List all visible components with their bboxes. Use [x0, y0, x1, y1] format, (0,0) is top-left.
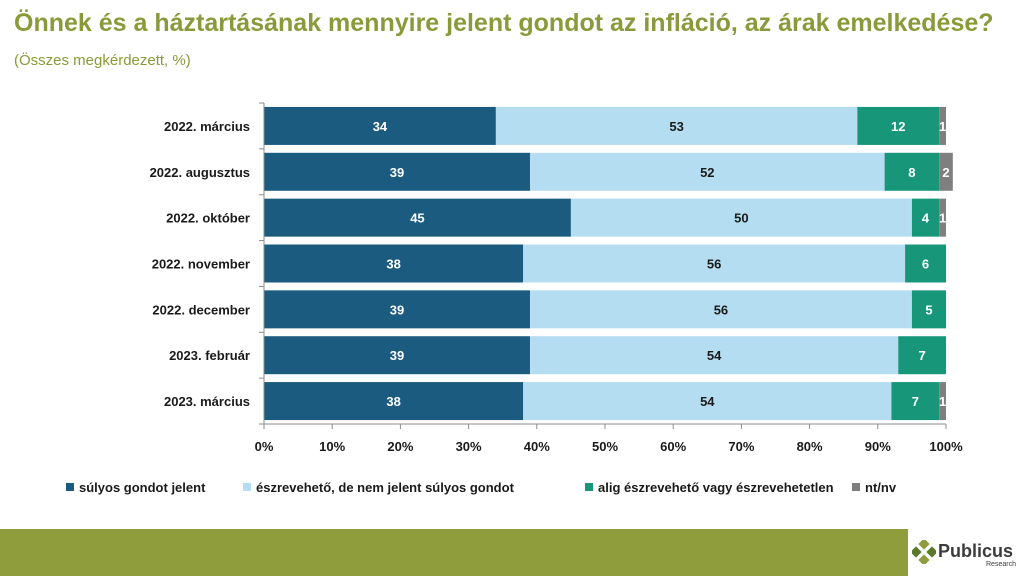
data-label: 52: [700, 165, 714, 180]
legend-label: észrevehető, de nem jelent súlyos gondot: [256, 480, 515, 495]
bar-segment: [529, 336, 899, 375]
data-label: 56: [707, 257, 721, 272]
bar-segment: [264, 382, 524, 421]
bar-segment: [570, 198, 912, 237]
data-label: 4: [922, 211, 930, 226]
logo-name: Publicus: [938, 541, 1014, 561]
data-label: 56: [714, 302, 728, 317]
publicus-logo: Publicus Research: [908, 529, 1024, 576]
data-label: 39: [390, 302, 404, 317]
x-tick-label: 20%: [387, 439, 413, 454]
legend-swatch: [852, 483, 860, 491]
data-label: 2: [942, 165, 949, 180]
x-tick-label: 80%: [797, 439, 823, 454]
x-tick-label: 90%: [865, 439, 891, 454]
logo-subtitle: Research: [986, 561, 1016, 568]
data-label: 8: [908, 165, 915, 180]
chart-title: Önnek és a háztartásának mennyire jelent…: [14, 6, 1014, 78]
data-label: 38: [386, 257, 400, 272]
legend-swatch: [585, 483, 593, 491]
bar-segment: [898, 336, 946, 375]
bar-segment: [939, 382, 946, 421]
bar-segment: [891, 382, 940, 421]
bar-segment: [264, 336, 530, 375]
bar-segment: [905, 244, 946, 283]
category-label: 2022. október: [166, 211, 250, 226]
bar-segment: [857, 106, 940, 145]
logo-diamond-icon: [912, 540, 936, 564]
data-label: 12: [891, 119, 905, 134]
data-label: 53: [669, 119, 683, 134]
bar-segment: [264, 106, 496, 145]
data-label: 7: [919, 348, 926, 363]
bar-segment: [911, 290, 946, 329]
x-tick-label: 70%: [728, 439, 754, 454]
data-label: 1: [939, 211, 946, 226]
legend-label: súlyos gondot jelent: [79, 480, 206, 495]
data-label: 1: [939, 119, 946, 134]
x-tick-label: 60%: [660, 439, 686, 454]
bar-segment: [939, 106, 946, 145]
data-label: 39: [390, 348, 404, 363]
bar-segment: [523, 382, 892, 421]
bar-segment: [264, 198, 571, 237]
title-main: Önnek és a háztartásának mennyire jelent…: [14, 9, 994, 37]
bar-segment: [939, 152, 953, 191]
data-label: 38: [386, 394, 400, 409]
footer-band: [0, 529, 1024, 576]
category-label: 2022. december: [152, 302, 250, 317]
bar-segment: [495, 106, 858, 145]
data-label: 6: [922, 257, 929, 272]
data-label: 39: [390, 165, 404, 180]
data-label: 34: [373, 119, 388, 134]
bar-segment: [264, 152, 530, 191]
data-label: 54: [707, 348, 722, 363]
bar-segment: [939, 198, 946, 237]
legend-label: nt/nv: [865, 480, 897, 495]
data-label: 50: [734, 211, 748, 226]
legend-label: alig észrevehető vagy észrevehetetlen: [598, 480, 834, 495]
legend-swatch: [243, 483, 251, 491]
category-label: 2023. március: [164, 394, 250, 409]
x-tick-label: 0%: [255, 439, 274, 454]
category-label: 2022. március: [164, 119, 250, 134]
x-tick-label: 30%: [456, 439, 482, 454]
category-label: 2022. augusztus: [150, 165, 250, 180]
bar-segment: [264, 244, 524, 283]
data-label: 45: [410, 211, 424, 226]
category-label: 2023. február: [169, 348, 250, 363]
x-tick-label: 40%: [524, 439, 550, 454]
category-label: 2022. november: [152, 257, 250, 272]
x-tick-label: 10%: [319, 439, 345, 454]
bar-segment: [884, 152, 940, 191]
data-label: 5: [925, 302, 932, 317]
bar-segment: [529, 152, 885, 191]
title-subtitle: (Összes megkérdezett, %): [14, 52, 191, 69]
x-tick-label: 100%: [929, 439, 963, 454]
data-label: 54: [700, 394, 715, 409]
data-label: 7: [912, 394, 919, 409]
bar-segment: [911, 198, 940, 237]
bar-segment: [523, 244, 906, 283]
legend-swatch: [66, 483, 74, 491]
bar-segment: [264, 290, 530, 329]
x-tick-label: 50%: [592, 439, 618, 454]
bar-segment: [529, 290, 912, 329]
data-label: 1: [939, 394, 946, 409]
